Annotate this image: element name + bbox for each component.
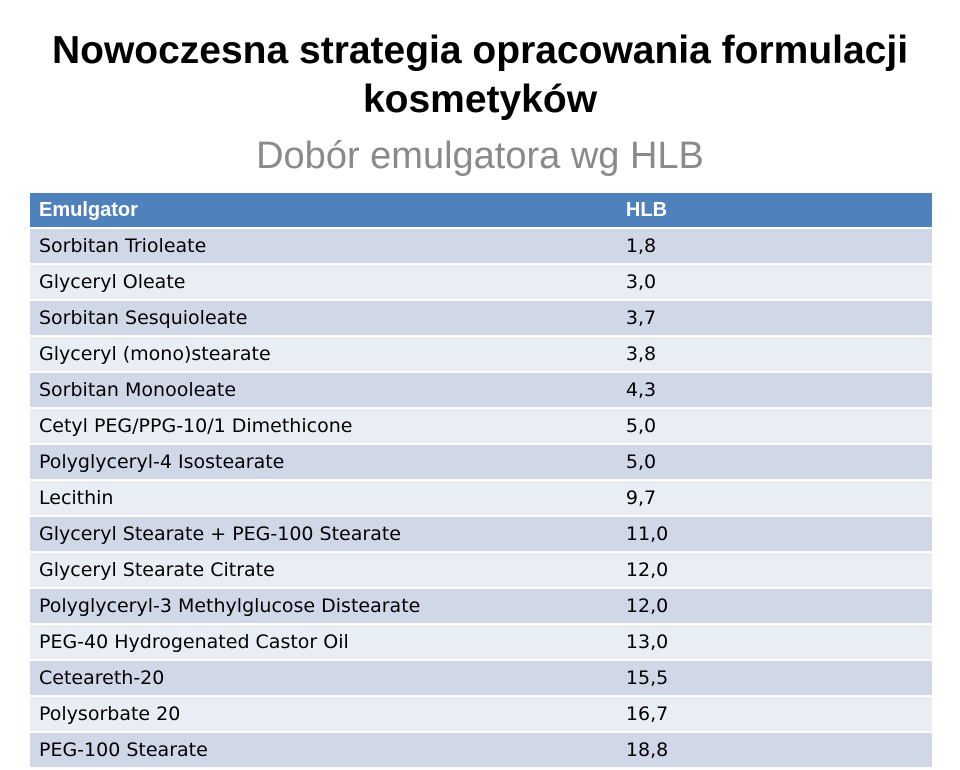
table-row: Polyglyceryl-3 Methylglucose Distearate … — [30, 589, 932, 625]
column-header-emulgator: Emulgator — [30, 193, 609, 229]
hlb-value: 1,8 — [608, 229, 932, 265]
hlb-value: 12,0 — [608, 553, 932, 589]
emulgator-name: Polysorbate 20 — [30, 697, 609, 733]
table-row: Cetyl PEG/PPG-10/1 Dimethicone 5,0 — [30, 409, 932, 445]
hlb-value: 4,3 — [608, 373, 932, 409]
slide-subtitle: Dobór emulgatora wg HLB — [256, 135, 704, 177]
table-row: Ceteareth-20 15,5 — [30, 661, 932, 697]
table-row: Glyceryl Stearate Citrate 12,0 — [30, 553, 932, 589]
emulgator-name: Sorbitan Trioleate — [30, 229, 609, 265]
hlb-value: 13,0 — [608, 625, 932, 661]
table-row: PEG-40 Hydrogenated Castor Oil 13,0 — [30, 625, 932, 661]
hlb-value: 5,0 — [608, 409, 932, 445]
hlb-value: 5,0 — [608, 445, 932, 481]
hlb-value: 16,7 — [608, 697, 932, 733]
hlb-value: 3,8 — [608, 337, 932, 373]
emulgator-name: Glyceryl (mono)stearate — [30, 337, 609, 373]
slide-title: Nowoczesna strategia opracowania formula… — [0, 26, 960, 124]
hlb-table: Emulgator HLB Sorbitan Trioleate 1,8 Gly… — [30, 193, 932, 769]
emulgator-name: Sorbitan Monooleate — [30, 373, 609, 409]
table-row: Sorbitan Trioleate 1,8 — [30, 229, 932, 265]
hlb-value: 9,7 — [608, 481, 932, 517]
hlb-value: 18,8 — [608, 733, 932, 769]
emulgator-name: Lecithin — [30, 481, 609, 517]
table-row: Polyglyceryl-4 Isostearate 5,0 — [30, 445, 932, 481]
emulgator-name: Glyceryl Stearate Citrate — [30, 553, 609, 589]
table-row: PEG-100 Stearate 18,8 — [30, 733, 932, 769]
emulgator-name: Sorbitan Sesquioleate — [30, 301, 609, 337]
hlb-value: 12,0 — [608, 589, 932, 625]
hlb-value: 3,7 — [608, 301, 932, 337]
slide-title-line-1: Nowoczesna strategia opracowania formula… — [51, 29, 909, 73]
emulgator-name: Glyceryl Oleate — [30, 265, 609, 301]
emulgator-name: Ceteareth-20 — [30, 661, 609, 697]
slide-title-line-2: kosmetyków — [362, 78, 598, 122]
table-row: Lecithin 9,7 — [30, 481, 932, 517]
table-row: Glyceryl (mono)stearate 3,8 — [30, 337, 932, 373]
emulgator-name: PEG-100 Stearate — [30, 733, 609, 769]
column-header-hlb: HLB — [608, 193, 932, 229]
table-row: Polysorbate 20 16,7 — [30, 697, 932, 733]
table-header-row: Emulgator HLB — [30, 193, 932, 229]
table-row: Sorbitan Sesquioleate 3,7 — [30, 301, 932, 337]
hlb-value: 11,0 — [608, 517, 932, 553]
hlb-value: 15,5 — [608, 661, 932, 697]
emulgator-name: Polyglyceryl-4 Isostearate — [30, 445, 609, 481]
emulgator-name: Cetyl PEG/PPG-10/1 Dimethicone — [30, 409, 609, 445]
emulgator-name: PEG-40 Hydrogenated Castor Oil — [30, 625, 609, 661]
table-row: Sorbitan Monooleate 4,3 — [30, 373, 932, 409]
emulgator-name: Polyglyceryl-3 Methylglucose Distearate — [30, 589, 609, 625]
emulgator-name: Glyceryl Stearate + PEG-100 Stearate — [30, 517, 609, 553]
table-body: Sorbitan Trioleate 1,8 Glyceryl Oleate 3… — [30, 229, 932, 769]
hlb-value: 3,0 — [608, 265, 932, 301]
table-row: Glyceryl Stearate + PEG-100 Stearate 11,… — [30, 517, 932, 553]
table-row: Glyceryl Oleate 3,0 — [30, 265, 932, 301]
